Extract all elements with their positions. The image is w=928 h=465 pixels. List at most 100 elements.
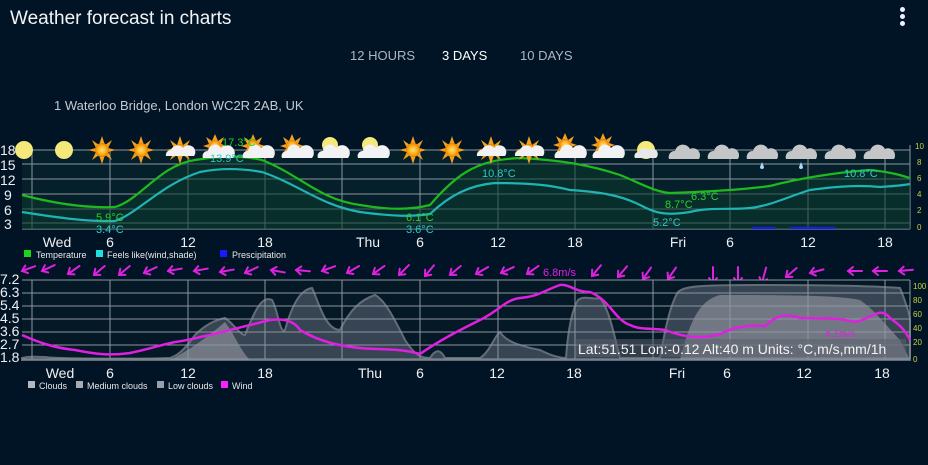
wind-arrow-icon bbox=[397, 264, 410, 277]
svg-text:Temperature: Temperature bbox=[36, 250, 87, 260]
svg-text:6: 6 bbox=[723, 365, 731, 381]
svg-text:Wind: Wind bbox=[232, 381, 253, 391]
temp-y-axis-right: 10 8 6 4 2 0 bbox=[915, 142, 924, 232]
svg-text:18: 18 bbox=[874, 365, 890, 381]
tab-12-hours[interactable]: 12 HOURS bbox=[350, 48, 416, 63]
legend-swatch-low-clouds bbox=[157, 381, 164, 388]
wind-line bbox=[21, 283, 912, 356]
wind-arrow-icon bbox=[448, 265, 462, 277]
temp-legend: Temperature Feels like(wind,shade) Presc… bbox=[24, 250, 286, 260]
svg-text:Clouds: Clouds bbox=[39, 381, 68, 391]
svg-text:4: 4 bbox=[917, 190, 922, 199]
more-vert-icon[interactable] bbox=[896, 6, 908, 28]
wind-arrow-icon bbox=[423, 264, 435, 278]
svg-text:Fri: Fri bbox=[670, 234, 686, 250]
sun-cloud-icon bbox=[553, 133, 587, 158]
moon-cloud-icon bbox=[317, 137, 350, 158]
wind-arrow-icon bbox=[897, 265, 914, 276]
sun-icon bbox=[88, 136, 116, 164]
svg-text:4.1m/s: 4.1m/s bbox=[825, 329, 855, 340]
svg-text:12: 12 bbox=[180, 365, 196, 381]
svg-text:5.4: 5.4 bbox=[0, 297, 20, 313]
sun-cloud-icon bbox=[202, 134, 235, 158]
sun-cloud-icon bbox=[241, 134, 275, 158]
wind-clouds-chart: 7.2 6.3 5.4 4.5 3.6 2.7 1.8 100 80 60 40… bbox=[0, 264, 927, 391]
temp-annotations: 17.3°C 13.9°C 5.9°C 3.4°C 6.1°C 3.6°C 10… bbox=[96, 137, 878, 236]
sun-cloud-icon bbox=[514, 136, 545, 164]
svg-text:6: 6 bbox=[106, 365, 114, 381]
info-backdrop bbox=[576, 339, 906, 357]
svg-text:12: 12 bbox=[800, 234, 816, 250]
svg-text:0: 0 bbox=[913, 355, 918, 364]
svg-text:6.8m/s: 6.8m/s bbox=[543, 267, 577, 279]
svg-text:12: 12 bbox=[180, 234, 196, 250]
svg-text:6: 6 bbox=[4, 202, 12, 218]
range-tabs: 12 HOURS 3 DAYS 10 DAYS bbox=[0, 48, 928, 68]
svg-text:Prescipitation: Prescipitation bbox=[232, 250, 286, 260]
svg-text:4.5: 4.5 bbox=[0, 310, 20, 326]
wind-arrow-icon bbox=[616, 265, 628, 279]
svg-text:6.3: 6.3 bbox=[0, 284, 20, 300]
svg-text:3.6°C: 3.6°C bbox=[406, 224, 434, 236]
svg-text:80: 80 bbox=[913, 296, 922, 305]
svg-text:7.2: 7.2 bbox=[0, 271, 20, 287]
cloud-icon bbox=[668, 144, 701, 159]
svg-text:18: 18 bbox=[567, 234, 583, 250]
wind-arrow-icon bbox=[92, 265, 106, 277]
svg-text:Thu: Thu bbox=[358, 365, 382, 381]
cloud-rain-icon bbox=[785, 144, 818, 169]
wind-arrow-icon bbox=[666, 266, 678, 281]
wind-arrow-icon bbox=[269, 265, 286, 276]
wind-arrow-icon bbox=[474, 266, 490, 276]
svg-text:3.6: 3.6 bbox=[0, 323, 20, 339]
wind-arrow-icon bbox=[590, 264, 602, 278]
sun-icon bbox=[399, 136, 427, 164]
svg-text:Fri: Fri bbox=[669, 365, 685, 381]
wind-arrow-icon bbox=[320, 264, 337, 275]
weather-icons-row bbox=[15, 133, 896, 169]
svg-text:6: 6 bbox=[416, 365, 424, 381]
svg-text:6.3°C: 6.3°C bbox=[691, 191, 719, 203]
svg-text:100: 100 bbox=[913, 282, 927, 291]
tab-10-days[interactable]: 10 DAYS bbox=[520, 48, 573, 63]
svg-text:15: 15 bbox=[0, 157, 16, 173]
svg-text:18: 18 bbox=[566, 365, 582, 381]
svg-text:Medium clouds: Medium clouds bbox=[87, 381, 148, 391]
svg-text:17.3°C: 17.3°C bbox=[222, 137, 256, 149]
svg-text:Thu: Thu bbox=[356, 234, 380, 250]
cloud-rain-icon bbox=[746, 144, 779, 169]
cloud-icon bbox=[863, 144, 896, 159]
svg-text:Wed: Wed bbox=[43, 234, 72, 250]
svg-text:18: 18 bbox=[257, 234, 273, 250]
legend-swatch-temperature bbox=[24, 250, 31, 257]
wind-arrow-icon bbox=[345, 265, 361, 275]
wind-grid bbox=[22, 279, 911, 360]
cloud-icon bbox=[707, 144, 740, 159]
wind-arrow-icon bbox=[846, 266, 863, 276]
wind-legend: Clouds Medium clouds Low clouds Wind bbox=[28, 381, 253, 391]
svg-text:2.7: 2.7 bbox=[0, 336, 20, 352]
sun-cloud-icon bbox=[165, 136, 196, 164]
location-info: Lat:51.51 Lon:-0.12 Alt:40 m Units: °C,m… bbox=[578, 341, 886, 357]
location-address: 1 Waterloo Bridge, London WC2R 2AB, UK bbox=[54, 98, 304, 113]
svg-text:8: 8 bbox=[917, 158, 922, 167]
temp-y-axis-left: 18 15 12 9 6 3 bbox=[0, 142, 16, 232]
moon-icon bbox=[15, 141, 33, 159]
wind-arrow-icon bbox=[243, 266, 259, 276]
legend-swatch-clouds bbox=[28, 381, 35, 388]
wind-y-axis-right: 100 80 60 40 20 0 bbox=[913, 282, 927, 364]
svg-text:Feels like(wind,shade): Feels like(wind,shade) bbox=[107, 250, 197, 260]
moon-cloud-icon bbox=[634, 141, 658, 159]
tab-3-days[interactable]: 3 DAYS bbox=[442, 48, 488, 63]
svg-text:3.4°C: 3.4°C bbox=[96, 224, 124, 236]
svg-text:Wed: Wed bbox=[46, 365, 75, 381]
svg-text:0: 0 bbox=[917, 223, 922, 232]
svg-text:6: 6 bbox=[917, 174, 922, 183]
wind-arrow-icon bbox=[371, 264, 386, 276]
svg-text:40: 40 bbox=[913, 324, 922, 333]
wind-arrow-icon bbox=[117, 265, 131, 277]
svg-text:12: 12 bbox=[796, 365, 812, 381]
wind-arrow-icon bbox=[871, 266, 888, 276]
cloud-icon bbox=[824, 144, 857, 159]
